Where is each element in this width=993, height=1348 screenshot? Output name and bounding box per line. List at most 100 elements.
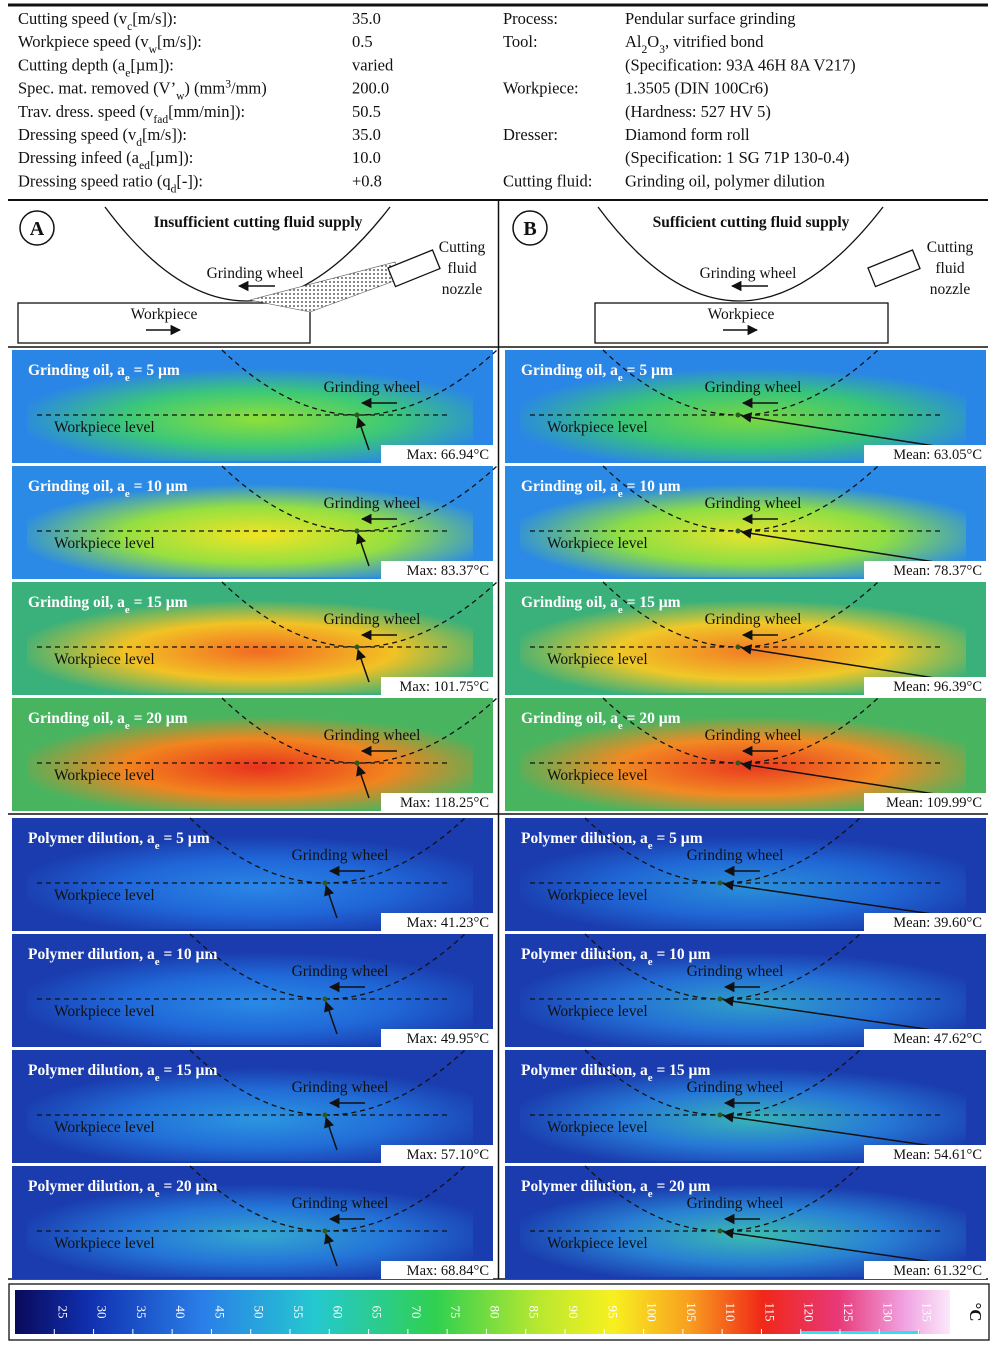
text-run: Grinding oil, polymer dilution — [625, 171, 825, 190]
text-run: 1.3505 (DIN 100Cr6) — [625, 79, 768, 98]
text-run: = 5 µm — [623, 362, 673, 379]
panel-title: Insufficient cutting fluid supply — [154, 214, 363, 231]
reading: Max: 49.95°C — [407, 1031, 489, 1047]
thermal-image: Polymer dilution, ae = 15 µmWorkpiece le… — [505, 1050, 986, 1163]
process-label: Workpiece: — [503, 79, 579, 98]
colorbar-tick-label: 85 — [527, 1306, 542, 1319]
contact-point — [355, 413, 360, 418]
colorbar-tick-label: 130 — [880, 1302, 895, 1322]
colorbar-tick-label: 125 — [841, 1302, 856, 1322]
nozzle-label: Cutting — [439, 239, 486, 256]
wheel-label: Grinding wheel — [324, 727, 421, 744]
parameter-value: +0.8 — [352, 171, 382, 190]
text-run: = 15 µm — [130, 594, 188, 611]
process-value: 1.3505 (DIN 100Cr6) — [625, 79, 768, 98]
reading: Max: 118.25°C — [400, 795, 489, 811]
text-run: Trav. dress. speed (v — [18, 102, 154, 121]
figure: Cutting speed (vc[m/s]):35.0Workpiece sp… — [0, 0, 993, 1343]
thermal-image: Polymer dilution, ae = 10 µmWorkpiece le… — [12, 934, 493, 1047]
thermal-image: Polymer dilution, ae = 5 µmWorkpiece lev… — [12, 818, 493, 931]
reading: Max: 83.37°C — [407, 563, 489, 579]
text-run: = 20 µm — [623, 710, 681, 727]
workpiece-level-label: Workpiece level — [547, 767, 648, 784]
thermal-image: Grinding oil, ae = 15 µmWorkpiece levelG… — [505, 582, 986, 695]
text-run: = 20 µm — [130, 710, 188, 727]
nozzle-label: Cutting — [927, 239, 974, 256]
text-run: Polymer dilution, a — [28, 1178, 155, 1195]
workpiece-level-label: Workpiece level — [547, 1003, 648, 1020]
wheel-label: Grinding wheel — [324, 379, 421, 396]
wheel-label: Grinding wheel — [292, 1079, 389, 1096]
text-run: Polymer dilution, a — [521, 830, 648, 847]
process-value: Grinding oil, polymer dilution — [625, 171, 825, 190]
reading: Mean: 61.32°C — [893, 1263, 982, 1279]
contact-point — [736, 529, 741, 534]
contact-point — [355, 529, 360, 534]
nozzle — [868, 250, 920, 287]
colorbar-tick-label: 40 — [173, 1306, 188, 1319]
parameter-value: 50.5 — [352, 102, 381, 121]
text-run: = 10 µm — [130, 478, 188, 495]
colorbar-tick-label: 35 — [134, 1306, 149, 1319]
process-label: Dresser: — [503, 125, 558, 144]
text-run: = 10 µm — [653, 946, 711, 963]
text-run: Cutting speed (v — [18, 9, 128, 28]
reading: Mean: 109.99°C — [886, 795, 982, 811]
text-run: = 5 µm — [160, 830, 210, 847]
text-run: = 5 µm — [653, 830, 703, 847]
colorbar-tick-label: 100 — [645, 1302, 660, 1322]
text-run: Polymer dilution, a — [28, 1062, 155, 1079]
colorbar-tick-label: 55 — [291, 1306, 306, 1319]
colorbar-tick-label: 135 — [920, 1302, 935, 1322]
text-run: Polymer dilution, a — [28, 830, 155, 847]
colorbar-tick-label: 25 — [55, 1306, 70, 1319]
wheel-label: Grinding wheel — [705, 379, 802, 396]
parameter-label: Workpiece speed (vw[m/s]): — [18, 32, 202, 56]
workpiece-level-label: Workpiece level — [54, 1235, 155, 1252]
workpiece-level-label: Workpiece level — [547, 1119, 648, 1136]
contact-point — [323, 1229, 328, 1234]
wheel-label: Grinding wheel — [207, 265, 304, 282]
text-run: [mm/min]): — [168, 102, 245, 121]
thermal-image: Grinding oil, ae = 5 µmWorkpiece levelGr… — [505, 350, 986, 463]
text-run: Al — [625, 32, 642, 51]
process-label: Cutting fluid: — [503, 171, 592, 190]
text-run: Diamond form roll — [625, 125, 750, 144]
thermal-image: Polymer dilution, ae = 20 µmWorkpiece le… — [505, 1166, 986, 1279]
parameter-value: 200.0 — [352, 79, 389, 98]
process-label: Process: — [503, 9, 558, 28]
page: Grinding thermography figure html, body … — [0, 0, 993, 1343]
parameter-value: 0.5 — [352, 32, 373, 51]
text-run: , vitrified bond — [665, 32, 764, 51]
nozzle-label: nozzle — [442, 281, 483, 298]
text-run: Dressing infeed (a — [18, 148, 140, 167]
process-value: Diamond form roll — [625, 125, 750, 144]
workpiece-level-label: Workpiece level — [547, 419, 648, 436]
workpiece-level-label: Workpiece level — [547, 887, 648, 904]
text-run: Grinding oil, a — [521, 478, 618, 495]
wheel-label: Grinding wheel — [687, 963, 784, 980]
text-run: = 15 µm — [160, 1062, 218, 1079]
parameter-label: Dressing infeed (aed[µm]): — [18, 148, 193, 172]
colorbar-tick-label: 70 — [409, 1306, 424, 1319]
reading: Max: 57.10°C — [407, 1147, 489, 1163]
panel-letter: B — [523, 218, 536, 240]
text-run: = 10 µm — [623, 478, 681, 495]
parameter-label: Dressing speed (vd[m/s]): — [18, 125, 187, 149]
nozzle — [388, 250, 440, 287]
text-run: Dressing speed ratio (q — [18, 171, 171, 190]
text-run: Grinding oil, a — [521, 362, 618, 379]
text-run: = 10 µm — [160, 946, 218, 963]
colorbar-tick-label: 95 — [605, 1306, 620, 1319]
wheel-label: Grinding wheel — [324, 495, 421, 512]
reading: Mean: 63.05°C — [893, 447, 982, 463]
parameter-label: Cutting speed (vc[m/s]): — [18, 9, 177, 33]
text-run: Grinding oil, a — [521, 710, 618, 727]
colorbar-tick-label: 60 — [330, 1306, 345, 1319]
